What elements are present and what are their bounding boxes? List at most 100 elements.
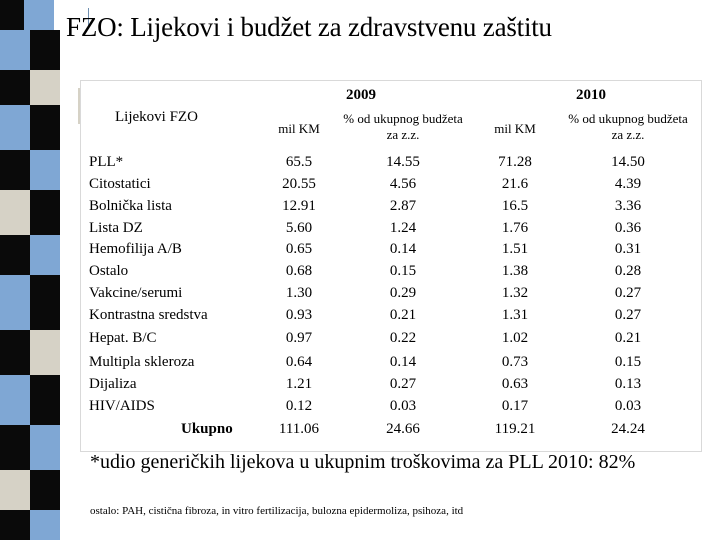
decor-block xyxy=(30,470,60,510)
sub-header-percent-2010: % od ukupnog budžeta za z.z. xyxy=(568,111,688,142)
table-cell: 111.06 xyxy=(278,421,320,437)
drug-budget-table: 2009 2010 Lijekovi FZO mil KM % od ukupn… xyxy=(80,80,702,452)
row-label: Vakcine/serumi xyxy=(89,285,183,301)
table-cell: 0.22 xyxy=(389,330,417,346)
table-cell: 1.21 xyxy=(285,376,313,392)
table-cell: 0.29 xyxy=(389,285,417,301)
table-cell: 1.02 xyxy=(501,330,529,346)
row-label: Kontrastna sredstva xyxy=(89,307,208,323)
table-cell: 4.56 xyxy=(389,176,417,192)
table-cell: 21.6 xyxy=(501,176,529,192)
table-cell: 1.31 xyxy=(501,307,529,323)
table-cell: 1.24 xyxy=(389,220,417,236)
table-cell: 0.14 xyxy=(389,241,417,257)
decor-block xyxy=(0,510,30,540)
table-cell: 0.12 xyxy=(285,398,313,414)
row-label: PLL* xyxy=(89,154,124,170)
decor-block xyxy=(0,0,24,30)
row-label: Ostalo xyxy=(89,263,129,279)
table-cell: 0.27 xyxy=(614,285,642,301)
row-label: HIV/AIDS xyxy=(89,398,155,414)
decorative-block-strip xyxy=(0,0,60,540)
table-cell: 1.38 xyxy=(501,263,529,279)
title-accent-line xyxy=(88,8,89,28)
table-cell: 0.03 xyxy=(614,398,642,414)
table-cell: 0.36 xyxy=(614,220,642,236)
table-cell: 1.30 xyxy=(285,285,313,301)
sub-header-percent-2009: % od ukupnog budžeta za z.z. xyxy=(343,111,463,142)
table-cell: 5.60 xyxy=(285,220,313,236)
row-label: Lista DZ xyxy=(89,220,143,236)
slide-title: FZO: Lijekovi i budžet za zdravstvenu za… xyxy=(66,12,552,42)
table-cell: 0.17 xyxy=(501,398,529,414)
table-cell: 0.15 xyxy=(389,263,417,279)
table-cell: 14.50 xyxy=(611,154,645,170)
table-cell: 0.27 xyxy=(614,307,642,323)
year-header-2009: 2009 xyxy=(346,87,376,103)
generic-share-note: *udio generičkih lijekova u ukupnim troš… xyxy=(90,451,636,473)
table-cell: 1.32 xyxy=(501,285,529,301)
table-cell: 14.55 xyxy=(386,154,420,170)
table-cell: 0.21 xyxy=(389,307,417,323)
row-label: Multipla skleroza xyxy=(89,354,195,370)
table-cell: 16.5 xyxy=(501,198,529,214)
table-cell: 119.21 xyxy=(494,421,536,437)
decor-block xyxy=(30,510,60,540)
decor-block xyxy=(30,330,60,375)
table-cell: 0.65 xyxy=(285,241,313,257)
decor-block xyxy=(30,375,60,425)
table-cell: 0.27 xyxy=(389,376,417,392)
table-cell: 0.03 xyxy=(389,398,417,414)
decor-block xyxy=(30,190,60,235)
row-label: Citostatici xyxy=(89,176,151,192)
table-cell: 4.39 xyxy=(614,176,642,192)
table-cell: 0.73 xyxy=(501,354,529,370)
table-cell: 0.68 xyxy=(285,263,313,279)
table-cell: 12.91 xyxy=(282,198,316,214)
table-cell: 0.21 xyxy=(614,330,642,346)
table-cell: 0.14 xyxy=(389,354,417,370)
row-label: Dijaliza xyxy=(89,376,137,392)
decor-block xyxy=(0,470,30,510)
decor-block xyxy=(0,330,30,375)
table-cell: 0.63 xyxy=(501,376,529,392)
table-cell: 2.87 xyxy=(389,198,417,214)
decor-block xyxy=(30,275,60,330)
table-cell: 71.28 xyxy=(498,154,532,170)
decor-block xyxy=(0,105,30,150)
table-cell: 0.13 xyxy=(614,376,642,392)
other-footnote: ostalo: PAH, cistična fibroza, in vitro … xyxy=(90,505,464,517)
decor-block xyxy=(30,30,60,70)
decor-block xyxy=(0,425,30,470)
decor-block xyxy=(30,235,60,275)
table-cell: 1.51 xyxy=(501,241,529,257)
decor-block xyxy=(30,425,60,470)
table-cell: 0.64 xyxy=(285,354,313,370)
table-cell: 0.15 xyxy=(614,354,642,370)
table-cell: 20.55 xyxy=(282,176,316,192)
decor-block xyxy=(0,190,30,235)
row-header: Lijekovi FZO xyxy=(115,109,198,125)
table-cell: 0.28 xyxy=(614,263,642,279)
row-label: Hepat. B/C xyxy=(89,330,157,346)
table-cell: 0.31 xyxy=(614,241,642,257)
row-label: Hemofilija A/B xyxy=(89,241,182,257)
row-label: Bolnička lista xyxy=(89,198,172,214)
decor-block xyxy=(0,150,30,190)
decor-block xyxy=(30,150,60,190)
table-cell: 1.76 xyxy=(501,220,529,236)
decor-block xyxy=(0,375,30,425)
table-cell: 65.5 xyxy=(285,154,313,170)
table-cell: 3.36 xyxy=(614,198,642,214)
table-cell: 0.93 xyxy=(285,307,313,323)
table-cell: 0.97 xyxy=(285,330,313,346)
year-header-2010: 2010 xyxy=(576,87,606,103)
decor-block xyxy=(0,70,30,105)
sub-header-mil-km-2009: mil KM xyxy=(278,121,320,136)
decor-block xyxy=(24,0,54,30)
sub-header-mil-km-2010: mil KM xyxy=(494,121,536,136)
decor-block xyxy=(30,70,60,105)
decor-block xyxy=(0,30,30,70)
row-label-total: Ukupno xyxy=(181,421,233,437)
decor-block xyxy=(0,235,30,275)
